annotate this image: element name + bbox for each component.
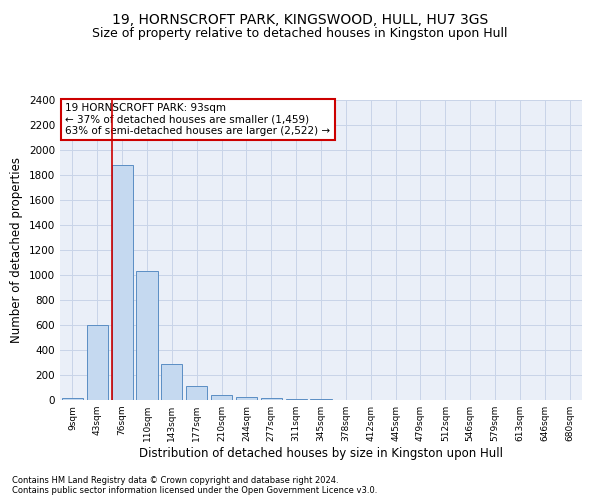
Text: Contains public sector information licensed under the Open Government Licence v3: Contains public sector information licen… [12, 486, 377, 495]
Bar [211, 395, 232, 400]
Bar [161, 364, 182, 400]
X-axis label: Distribution of detached houses by size in Kingston upon Hull: Distribution of detached houses by size … [139, 447, 503, 460]
Text: Contains HM Land Registry data © Crown copyright and database right 2024.: Contains HM Land Registry data © Crown c… [12, 476, 338, 485]
Y-axis label: Number of detached properties: Number of detached properties [10, 157, 23, 343]
Bar [236, 397, 257, 400]
Bar [62, 398, 83, 400]
Text: Size of property relative to detached houses in Kingston upon Hull: Size of property relative to detached ho… [92, 28, 508, 40]
Bar [261, 398, 282, 400]
Text: 19, HORNSCROFT PARK, KINGSWOOD, HULL, HU7 3GS: 19, HORNSCROFT PARK, KINGSWOOD, HULL, HU… [112, 12, 488, 26]
Bar [112, 165, 133, 400]
Bar [186, 386, 207, 400]
Bar [136, 271, 158, 400]
Text: 19 HORNSCROFT PARK: 93sqm
← 37% of detached houses are smaller (1,459)
63% of se: 19 HORNSCROFT PARK: 93sqm ← 37% of detac… [65, 103, 331, 136]
Bar [87, 325, 108, 400]
Bar [286, 399, 307, 400]
